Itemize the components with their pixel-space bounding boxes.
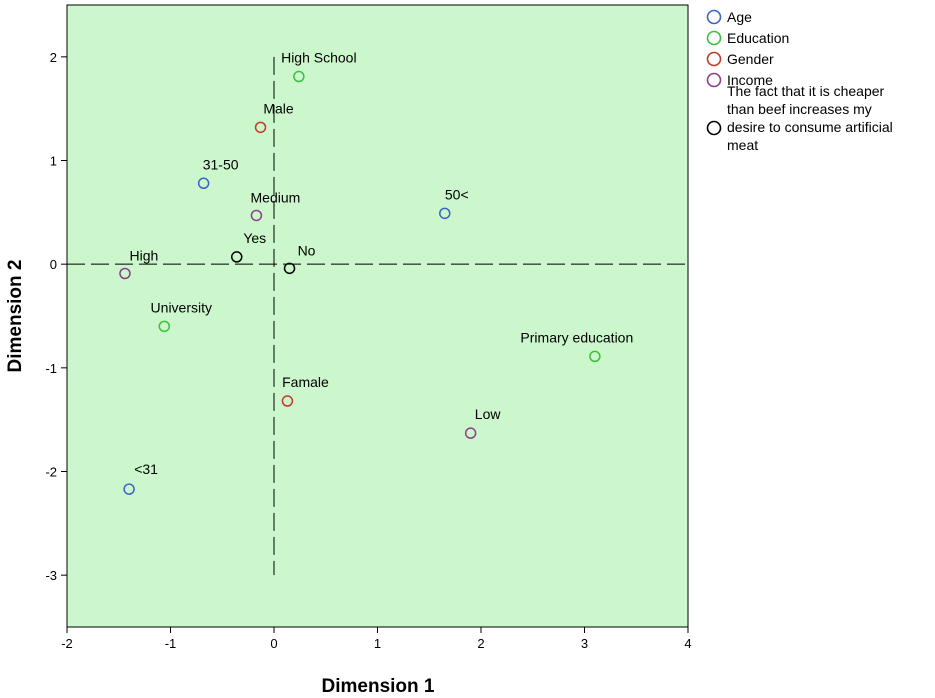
y-tick-label: 2 — [50, 50, 57, 65]
point-label: High — [130, 247, 159, 263]
x-axis-title: Dimension 1 — [322, 676, 435, 697]
point-label: Medium — [251, 189, 301, 205]
point-label: <31 — [134, 461, 158, 477]
x-tick-label: -2 — [61, 636, 73, 651]
data-point-medium — [250, 209, 263, 222]
data-points: 31-50 50< <31 High School University Primary … — [119, 50, 633, 495]
y-tick-label: -1 — [45, 361, 57, 376]
reference-lines — [67, 56, 688, 576]
legend-marker-icon — [706, 30, 722, 46]
y-tick-label: 1 — [50, 154, 57, 169]
legend-label: Education — [727, 30, 789, 46]
x-tick-label: 4 — [684, 636, 691, 651]
point-label: Primary education — [520, 329, 633, 345]
data-point-high — [119, 267, 131, 280]
x-tick-label: 1 — [374, 636, 381, 651]
point-label: Yes — [243, 230, 266, 246]
y-tick-label: -3 — [45, 568, 57, 583]
data-point-low — [464, 427, 477, 439]
legend-label: than beef increases my — [727, 101, 872, 117]
legend-label: desire to consume artificial — [727, 119, 893, 135]
point-label: High School — [281, 50, 357, 66]
point-label: Famale — [282, 374, 329, 390]
point-label: No — [298, 242, 316, 258]
data-point-31-50 — [197, 177, 210, 190]
legend-label: Income — [727, 72, 773, 88]
point-label: 50< — [445, 186, 469, 202]
data-point-university — [158, 320, 171, 333]
legend-marker-icon — [706, 51, 722, 67]
x-tick-label: 0 — [270, 636, 277, 651]
point-label: 31-50 — [203, 156, 239, 172]
data-point-no — [283, 262, 296, 275]
legend-marker-icon — [706, 120, 722, 136]
data-point-high-school — [293, 70, 305, 83]
axes: -2 -1 0 1 2 3 4 -3 -2 -1 0 1 2 — [45, 50, 691, 651]
x-tick-label: 3 — [581, 636, 588, 651]
plot-area — [66, 4, 689, 628]
x-tick-label: 2 — [477, 636, 484, 651]
x-tick-label: -1 — [165, 636, 177, 651]
data-point--31 — [123, 483, 135, 495]
legend-label: The fact that it is cheaper — [727, 83, 885, 99]
legend-label: Age — [727, 9, 752, 25]
data-point-primary-education — [589, 350, 601, 363]
data-point-famale — [281, 395, 294, 407]
legend-label: meat — [727, 137, 758, 153]
data-point-yes — [230, 251, 243, 263]
legend-marker-icon — [706, 9, 722, 25]
point-label: Low — [475, 406, 502, 422]
y-tick-label: -2 — [45, 465, 57, 480]
data-point-50- — [439, 207, 451, 220]
legend-label: Gender — [727, 51, 774, 67]
legend-marker-icon — [706, 72, 722, 88]
y-tick-label: 0 — [50, 257, 57, 272]
point-label: University — [151, 299, 212, 315]
data-point-male — [254, 121, 267, 134]
point-label: Male — [263, 100, 294, 116]
y-axis-title: Dimension 2 — [5, 260, 26, 373]
